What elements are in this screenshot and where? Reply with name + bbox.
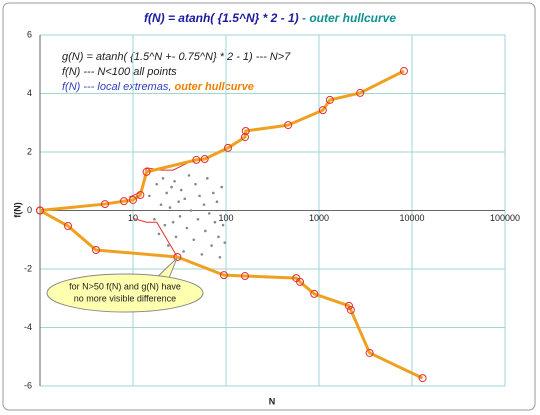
data-point xyxy=(174,235,178,239)
data-point xyxy=(189,209,193,212)
marker xyxy=(119,197,128,206)
marker xyxy=(223,143,232,152)
marker xyxy=(91,245,100,254)
x-axis-label: N xyxy=(269,396,276,406)
marker xyxy=(192,155,201,164)
data-point xyxy=(163,223,167,227)
data-point xyxy=(159,203,163,206)
y-tick-label: -4 xyxy=(24,322,32,332)
data-point xyxy=(200,253,204,256)
marker xyxy=(240,133,249,142)
marker xyxy=(173,253,182,262)
data-point xyxy=(155,182,159,186)
data-point xyxy=(196,217,200,221)
marker xyxy=(418,374,427,383)
data-point xyxy=(182,250,185,253)
callout-bubble xyxy=(46,273,204,313)
data-point xyxy=(206,177,209,180)
data-point xyxy=(211,191,215,195)
data-point xyxy=(194,182,197,186)
data-point xyxy=(187,174,191,177)
annotation: outer hullcurve xyxy=(174,81,253,93)
y-tick-label: 2 xyxy=(27,146,32,156)
data-point xyxy=(185,226,189,230)
data-point xyxy=(217,235,220,239)
data-point xyxy=(167,244,170,247)
marker xyxy=(240,272,249,281)
data-point xyxy=(202,203,206,206)
callout-text: for N>50 f(N) and g(N) have xyxy=(69,281,181,291)
marker xyxy=(36,206,44,215)
data-point xyxy=(215,200,219,204)
series-line xyxy=(39,69,405,212)
data-point xyxy=(171,220,175,224)
marker xyxy=(63,222,72,231)
callout-text: no more visible difference xyxy=(74,293,176,303)
y-tick-label: 4 xyxy=(27,88,32,98)
marker xyxy=(200,155,209,164)
data-point xyxy=(165,191,168,195)
marker xyxy=(325,95,334,104)
marker xyxy=(356,88,365,97)
title: f(N) = atanh( {1.5^N} * 2 - 1) xyxy=(144,11,299,25)
marker xyxy=(310,289,319,298)
data-point xyxy=(221,223,225,227)
y-tick-label: -6 xyxy=(24,380,32,390)
data-point xyxy=(168,206,172,209)
marker xyxy=(241,126,250,135)
data-point xyxy=(177,200,180,204)
marker xyxy=(344,301,353,310)
annotation: f(N) --- local extremas, outer hullcurve xyxy=(62,81,254,93)
x-tick-label: 100000 xyxy=(490,213,520,223)
data-point xyxy=(192,238,196,242)
data-point xyxy=(198,194,201,198)
annotation: f(N) --- local extremas, xyxy=(62,81,171,93)
annotation: f(N) --- N<100 all points xyxy=(62,66,177,78)
marker xyxy=(129,195,137,204)
data-point xyxy=(161,177,165,180)
data-point xyxy=(179,188,183,192)
annotation: g(N) = atanh( {1.5^N +- 0.75^N} * 2 - 1)… xyxy=(62,51,291,63)
data-point xyxy=(173,179,176,183)
marker xyxy=(365,348,374,357)
series-line xyxy=(39,209,424,380)
data-point xyxy=(223,241,227,244)
marker xyxy=(296,277,305,286)
callout: for N>50 f(N) and g(N) have no more visib… xyxy=(46,257,204,313)
marker xyxy=(101,200,110,209)
marker xyxy=(136,190,145,199)
marker xyxy=(219,271,228,280)
data-point xyxy=(183,197,187,201)
subtitle: - outer hullcurve xyxy=(302,11,396,25)
data-point xyxy=(220,185,224,189)
data-point xyxy=(170,185,173,189)
x-tick-label: 10 xyxy=(128,213,138,223)
y-tick-label: 6 xyxy=(27,29,32,39)
data-point xyxy=(153,217,156,221)
marker xyxy=(346,305,355,314)
data-point xyxy=(178,215,182,218)
data-point xyxy=(218,255,222,259)
chart-title: f(N) = atanh( {1.5^N} * 2 - 1) - outer h… xyxy=(144,11,396,25)
marker xyxy=(399,66,408,75)
y-tick-label: 0 xyxy=(27,205,32,215)
data-point xyxy=(207,212,211,215)
data-point xyxy=(148,194,151,198)
x-tick-label: 1000 xyxy=(309,213,329,223)
marker xyxy=(318,106,327,115)
x-tick-label: 10000 xyxy=(399,213,424,223)
data-point xyxy=(213,220,217,224)
data-point xyxy=(157,232,161,236)
y-axis-label: f(N) xyxy=(12,202,22,218)
y-tick-label: -2 xyxy=(24,263,32,273)
marker xyxy=(142,167,151,176)
data-point xyxy=(204,229,207,233)
x-tick-label: 100 xyxy=(218,213,233,223)
data-point xyxy=(210,244,213,247)
marker xyxy=(284,121,293,130)
series-line xyxy=(132,217,178,258)
